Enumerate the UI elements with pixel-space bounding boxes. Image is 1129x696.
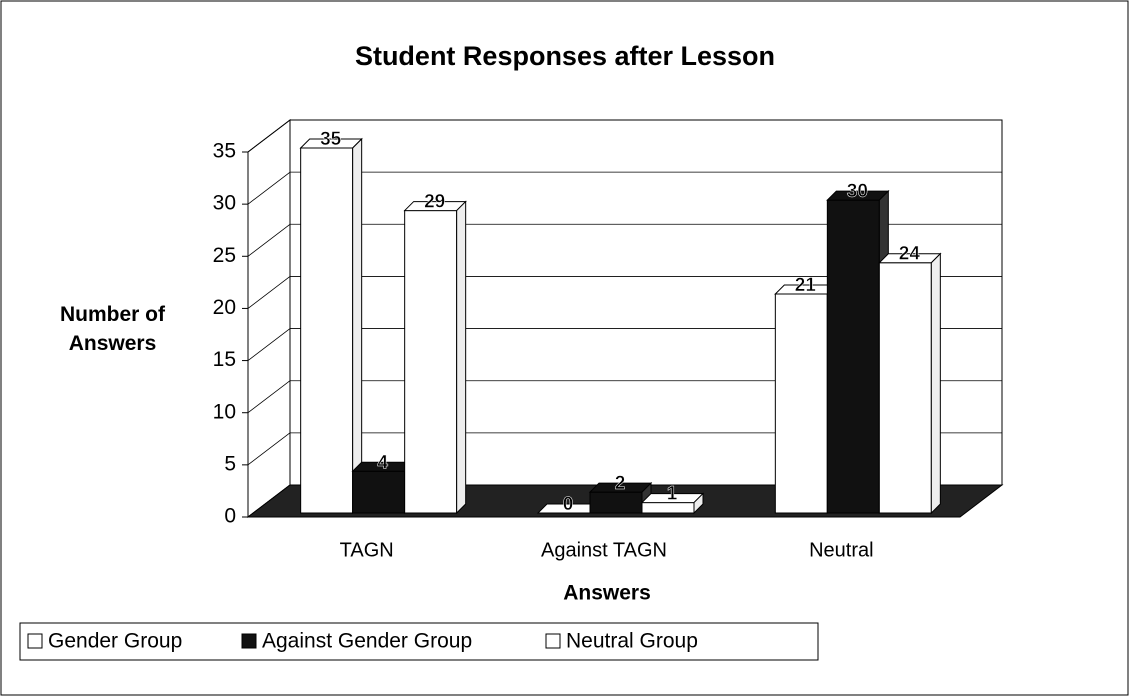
chart-title: Student Responses after Lesson [355, 41, 775, 71]
data-label: 1 [667, 484, 678, 505]
bar-side [456, 200, 467, 515]
bar [588, 481, 653, 515]
x-tick-label: Against TAGN [541, 539, 667, 561]
y-tick-label: 20 [213, 296, 236, 319]
grid-line [247, 171, 291, 205]
data-label: 29 [424, 192, 445, 213]
bar [878, 252, 942, 515]
legend-label: Against Gender Group [262, 630, 472, 653]
y-axis-title: Number of Answers [60, 303, 165, 356]
bar-front [352, 470, 406, 514]
x-tick-label: TAGN [340, 539, 394, 561]
y-tick-label: 30 [213, 192, 236, 215]
y-tick-label: 35 [213, 140, 236, 163]
data-label: 2 [615, 473, 626, 494]
data-label: 21 [795, 275, 817, 296]
y-tick-label: 5 [224, 452, 236, 475]
grid-line [247, 328, 291, 361]
data-label: 30 [847, 181, 868, 202]
bar-front [300, 147, 354, 514]
grid-line [247, 223, 291, 257]
left-wall [247, 118, 291, 519]
grid-line [247, 380, 291, 414]
y-tick-label: 15 [213, 348, 236, 371]
x-tick-label: Neutral [809, 539, 873, 561]
legend-label: Neutral Group [566, 630, 698, 653]
bar-front [774, 293, 828, 514]
legend-swatch [27, 633, 43, 649]
x-axis-title: Answers [563, 582, 651, 605]
bar-front [589, 491, 643, 514]
grid-line [247, 432, 291, 466]
bar-side [930, 252, 941, 515]
legend-label: Gender Group [48, 630, 182, 653]
bar [403, 200, 467, 515]
bar [640, 492, 705, 515]
bar-side [352, 137, 363, 515]
data-label: 0 [563, 494, 574, 515]
data-label: 4 [377, 452, 388, 473]
bar [299, 137, 363, 515]
data-label: 35 [320, 129, 342, 150]
bar-front [878, 262, 932, 514]
y-tick-label: 25 [213, 244, 236, 267]
bar-side [693, 492, 704, 515]
bar-front [404, 210, 458, 514]
grid-line [247, 119, 291, 153]
y-tick-label: 10 [213, 400, 236, 423]
legend-swatch [545, 633, 561, 649]
legend-swatch [241, 633, 257, 649]
bar-front [826, 199, 880, 514]
data-label: 24 [899, 244, 921, 265]
y-tick-label: 0 [224, 505, 236, 528]
grid-line [247, 276, 291, 309]
legend-box [19, 622, 819, 661]
